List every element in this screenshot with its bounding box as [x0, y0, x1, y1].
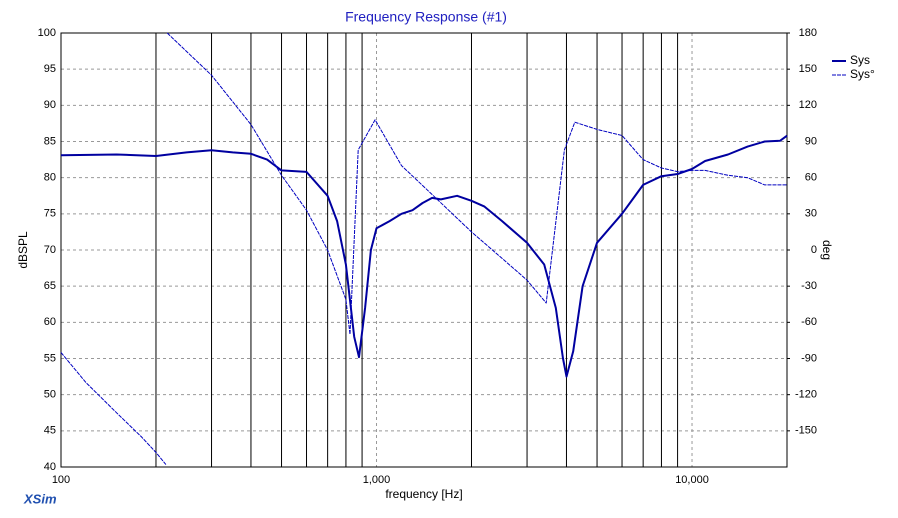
y2-tick-label: -90: [801, 352, 817, 364]
series-line: [60, 32, 787, 465]
legend-label: Sys: [850, 53, 870, 67]
y2-tick-label: 30: [805, 208, 817, 220]
y-tick-label: 80: [44, 172, 56, 184]
chart-title: Frequency Response (#1): [345, 9, 507, 25]
x-axis-label: frequency [Hz]: [385, 487, 462, 501]
y-tick-label: 45: [44, 425, 56, 437]
y-tick-label: 85: [44, 135, 56, 147]
y-tick-label: 50: [44, 389, 56, 401]
y2-tick-label: -60: [801, 316, 817, 328]
y-axis-label: dBSPL: [16, 231, 30, 269]
y2-tick-label: 150: [799, 63, 817, 75]
y2-axis-label: deg: [820, 240, 834, 260]
y-tick-label: 95: [44, 63, 56, 75]
y2-tick-label: 60: [805, 172, 817, 184]
brand: XSim: [23, 491, 57, 506]
x-tick-label: 100: [52, 474, 70, 486]
y-tick-label: 65: [44, 280, 56, 292]
y-tick-label: 75: [44, 208, 56, 220]
y-tick-label: 70: [44, 244, 56, 256]
x-tick-label: 1,000: [363, 474, 391, 486]
y2-tick-label: 90: [805, 135, 817, 147]
y2-tick-label: -150: [795, 425, 817, 437]
y-tick-label: 100: [38, 27, 56, 39]
y-tick-label: 60: [44, 316, 56, 328]
x-tick-label: 10,000: [675, 474, 709, 486]
y-tick-label: 40: [44, 461, 56, 473]
y2-tick-label: -30: [801, 280, 817, 292]
y-tick-label: 90: [44, 99, 56, 111]
legend-label: Sys°: [850, 67, 875, 81]
y-tick-label: 55: [44, 352, 56, 364]
y2-tick-label: 0: [811, 244, 817, 256]
y2-tick-label: 120: [799, 99, 817, 111]
y2-tick-label: -120: [795, 389, 817, 401]
y2-tick-label: 180: [799, 27, 817, 39]
plot-border: [60, 32, 788, 468]
